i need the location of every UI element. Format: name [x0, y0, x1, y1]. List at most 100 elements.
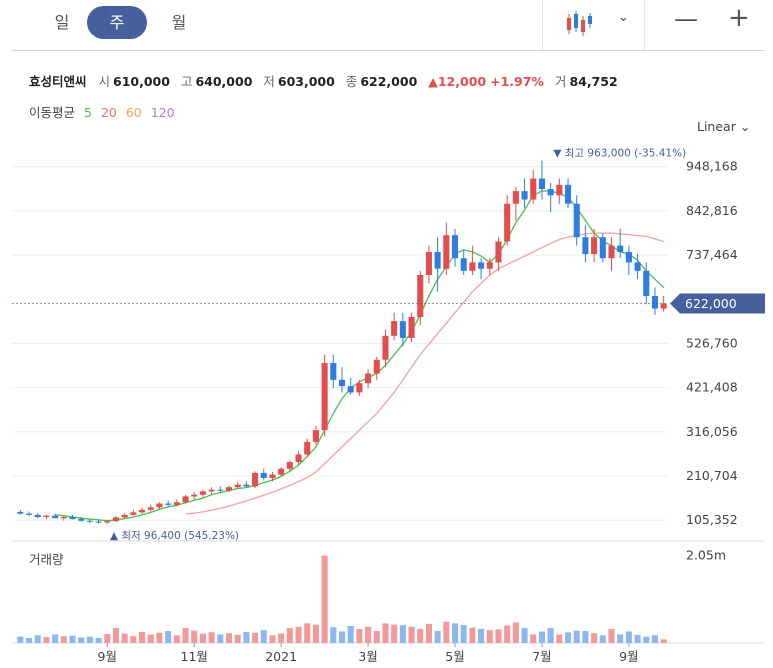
min-price-marker: ▲ 최저 96,400 (545.23%): [110, 530, 239, 542]
x-tick-label: 9월: [98, 649, 117, 664]
candle: [269, 472, 276, 482]
tab-day[interactable]: 일: [54, 13, 70, 32]
candle: [521, 178, 528, 208]
candle-body: [104, 521, 111, 523]
zoom-in-icon[interactable]: +: [728, 3, 750, 33]
volume-bar: [225, 633, 233, 643]
candle: [434, 237, 441, 292]
low-label: 저: [263, 74, 275, 89]
volume-bar: [495, 629, 502, 643]
candle-body: [365, 373, 372, 384]
volume-bar: [625, 631, 632, 643]
ma-20-label[interactable]: 20: [100, 105, 117, 120]
candle-body: [17, 511, 24, 514]
candle-body: [486, 262, 493, 269]
candle: [208, 487, 215, 494]
candle: [417, 270, 424, 326]
candle-body: [478, 262, 485, 269]
y-tick-label: 737,464: [686, 247, 738, 262]
candle-body: [156, 503, 163, 508]
candle-body: [43, 515, 50, 517]
volume-bar: [34, 635, 41, 643]
tab-week[interactable]: 주: [87, 6, 147, 39]
chevron-down-icon[interactable]: ⌄: [618, 10, 629, 25]
ma-120-label[interactable]: 120: [150, 105, 175, 120]
ma-60-label[interactable]: 60: [125, 105, 142, 120]
candle-body: [660, 303, 667, 309]
scale-selector[interactable]: Linear ⌄: [697, 119, 750, 134]
volume-bar: [104, 634, 111, 643]
volume-bar: [208, 632, 215, 643]
x-tick-label: 2021: [265, 649, 297, 664]
candlestick-chart-icon[interactable]: [565, 8, 597, 38]
volume-bar: [243, 631, 250, 643]
candle-body: [564, 184, 572, 204]
volume-bar: [304, 623, 311, 643]
candle: [365, 369, 372, 389]
volume-bar: [17, 636, 24, 643]
candle: [634, 254, 641, 280]
open-value: 610,000: [113, 74, 170, 89]
candle-body: [295, 454, 302, 463]
volume-bar: [434, 631, 441, 643]
y-tick-label: 948,168: [686, 159, 738, 174]
volume-bar: [217, 634, 224, 643]
candle-body: [304, 441, 311, 455]
volume-bar: [78, 637, 85, 643]
volume-bar: [347, 625, 354, 643]
zoom-out-icon[interactable]: —: [674, 5, 698, 33]
volume-bar: [547, 628, 554, 643]
close-label: 종: [345, 74, 358, 89]
candle: [43, 514, 50, 520]
candle: [591, 228, 598, 263]
ma-5-label[interactable]: 5: [84, 105, 92, 120]
candle-body: [617, 245, 624, 252]
candle: [651, 287, 659, 315]
candle: [156, 502, 163, 509]
candle-body: [312, 430, 319, 442]
volume-bar: [356, 628, 363, 643]
tab-month[interactable]: 월: [171, 13, 187, 32]
candle: [104, 519, 111, 524]
candle-body: [330, 363, 337, 380]
candle-body: [556, 184, 563, 196]
volume-bar: [60, 636, 67, 643]
candle: [78, 516, 85, 522]
candle-body: [521, 191, 528, 200]
candle-body: [225, 487, 233, 491]
candle: [147, 504, 154, 512]
toolbar: 일 주 월 ⌄ — +: [12, 0, 765, 51]
ma-20-line: [185, 232, 664, 515]
candle-body: [417, 275, 424, 317]
volume-bar: [321, 555, 328, 643]
candle: [173, 499, 180, 507]
candle: [217, 486, 224, 494]
candle-body: [382, 335, 389, 360]
y-tick-label: 105,352: [686, 512, 738, 527]
volume-bar: [556, 634, 563, 643]
candle: [139, 507, 146, 515]
candle: [451, 228, 459, 267]
candle: [121, 513, 128, 519]
candle-body: [269, 474, 276, 478]
candle-body: [391, 321, 398, 336]
volume-bar: [191, 630, 198, 643]
candle: [469, 245, 476, 275]
x-tick-label: 9월: [619, 649, 638, 664]
scale-label: Linear: [697, 119, 736, 134]
volume-bar: [165, 631, 172, 643]
candle: [617, 228, 624, 259]
volume-bar: [460, 625, 467, 643]
candle: [582, 224, 589, 263]
candle: [86, 518, 93, 524]
volume-label: 거: [554, 74, 567, 89]
candle: [234, 482, 241, 489]
candle-body: [538, 178, 545, 190]
volume-bar: [608, 628, 615, 643]
x-tick-label: 11월: [181, 649, 208, 664]
candle-body: [208, 489, 215, 492]
candle-body: [52, 515, 59, 519]
candle-body: [147, 507, 154, 510]
low-value: 603,000: [277, 74, 335, 89]
